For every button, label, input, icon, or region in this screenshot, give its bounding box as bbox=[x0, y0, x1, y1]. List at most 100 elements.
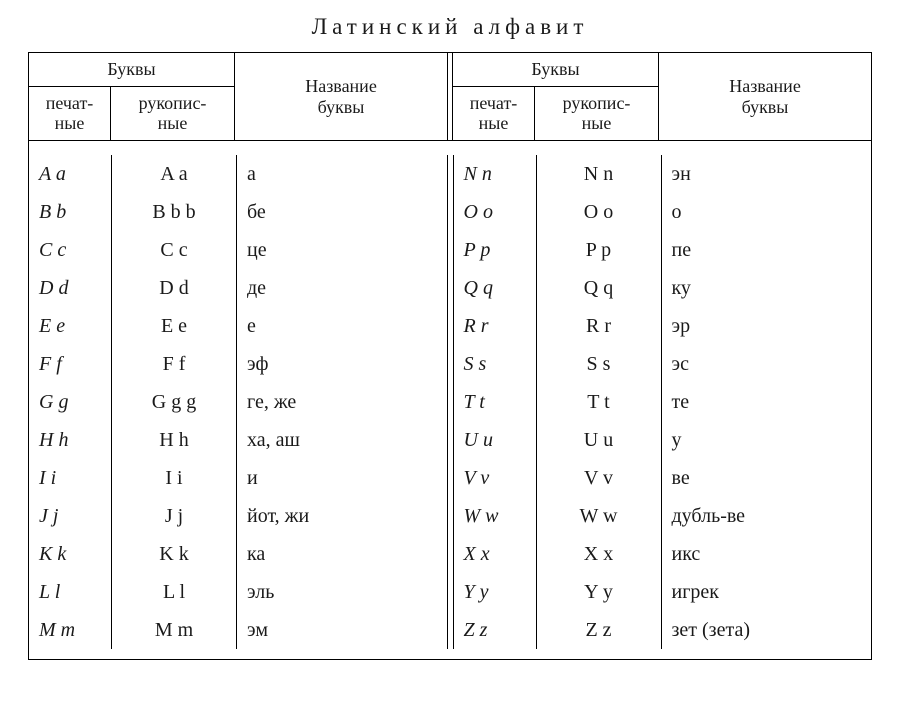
columns-wrap: A aB bC cD dE eF fG gH hI iJ jK kL lM m … bbox=[29, 155, 871, 649]
cell-script: I i bbox=[112, 459, 236, 497]
cell-script: C c bbox=[112, 231, 236, 269]
cell-name: ка bbox=[237, 535, 447, 573]
cell-print: C c bbox=[29, 231, 111, 269]
cell-name: бе bbox=[237, 193, 447, 231]
cell-print: D d bbox=[29, 269, 111, 307]
cell-script: Q q bbox=[537, 269, 661, 307]
col-script-right: N nO oP pQ qR rS sT tU uV vW wX xY yZ z bbox=[537, 155, 661, 649]
cell-print: K k bbox=[29, 535, 111, 573]
cell-print: P p bbox=[454, 231, 536, 269]
cell-print: J j bbox=[29, 497, 111, 535]
cell-print: T t bbox=[454, 383, 536, 421]
cell-script: T t bbox=[537, 383, 661, 421]
cell-script: S s bbox=[537, 345, 661, 383]
cell-name: де bbox=[237, 269, 447, 307]
cell-script: B b b bbox=[112, 193, 236, 231]
cell-name: е bbox=[237, 307, 447, 345]
cell-script: A a bbox=[112, 155, 236, 193]
cell-script: O o bbox=[537, 193, 661, 231]
cell-print: E e bbox=[29, 307, 111, 345]
cell-print: F f bbox=[29, 345, 111, 383]
cell-script: E e bbox=[112, 307, 236, 345]
cell-script: J j bbox=[112, 497, 236, 535]
cell-name: те bbox=[662, 383, 872, 421]
cell-print: I i bbox=[29, 459, 111, 497]
cell-print: G g bbox=[29, 383, 111, 421]
cell-script: Y y bbox=[537, 573, 661, 611]
header-handwritten-right: рукопис- ные bbox=[535, 86, 659, 140]
cell-name: икс bbox=[662, 535, 872, 573]
col-print-left: A aB bC cD dE eF fG gH hI iJ jK kL lM m bbox=[29, 155, 111, 649]
cell-name: о bbox=[662, 193, 872, 231]
cell-script: M m bbox=[112, 611, 236, 649]
cell-print: X x bbox=[454, 535, 536, 573]
cell-print: N n bbox=[454, 155, 536, 193]
cell-name: эн bbox=[662, 155, 872, 193]
cell-name: пе bbox=[662, 231, 872, 269]
cell-name: це bbox=[237, 231, 447, 269]
page: Латинский алфавит Буквы Название буквы Б… bbox=[0, 0, 900, 680]
header-letters-right: Буквы bbox=[453, 53, 659, 87]
cell-script: Z z bbox=[537, 611, 661, 649]
cell-print: O o bbox=[454, 193, 536, 231]
cell-name: а bbox=[237, 155, 447, 193]
cell-print: U u bbox=[454, 421, 536, 459]
cell-name: и bbox=[237, 459, 447, 497]
cell-script: H h bbox=[112, 421, 236, 459]
cell-print: V v bbox=[454, 459, 536, 497]
cell-script: U u bbox=[537, 421, 661, 459]
cell-script: N n bbox=[537, 155, 661, 193]
header-name-right: Название буквы bbox=[659, 53, 872, 141]
cell-name: игрек bbox=[662, 573, 872, 611]
center-divider bbox=[447, 155, 454, 649]
cell-script: P p bbox=[537, 231, 661, 269]
cell-name: ха, аш bbox=[237, 421, 447, 459]
cell-name: эм bbox=[237, 611, 447, 649]
cell-script: X x bbox=[537, 535, 661, 573]
body-row: A aB bC cD dE eF fG gH hI iJ jK kL lM m … bbox=[29, 141, 872, 660]
cell-name: ку bbox=[662, 269, 872, 307]
cell-name: эль bbox=[237, 573, 447, 611]
cell-name: зет (зета) bbox=[662, 611, 872, 649]
cell-script: V v bbox=[537, 459, 661, 497]
cell-name: ге, же bbox=[237, 383, 447, 421]
cell-name: йот, жи bbox=[237, 497, 447, 535]
header-row-1: Буквы Название буквы Буквы Название букв… bbox=[29, 53, 872, 87]
right-half: N nO oP pQ qR rS sT tU uV vW wX xY yZ z … bbox=[454, 155, 872, 649]
cell-name: эф bbox=[237, 345, 447, 383]
cell-print: Q q bbox=[454, 269, 536, 307]
cell-print: R r bbox=[454, 307, 536, 345]
cell-print: W w bbox=[454, 497, 536, 535]
alphabet-table: Буквы Название буквы Буквы Название букв… bbox=[28, 52, 872, 660]
cell-name: эр bbox=[662, 307, 872, 345]
cell-print: Z z bbox=[454, 611, 536, 649]
cell-print: Y y bbox=[454, 573, 536, 611]
cell-name: у bbox=[662, 421, 872, 459]
cell-print: B b bbox=[29, 193, 111, 231]
cell-print: L l bbox=[29, 573, 111, 611]
cell-print: H h bbox=[29, 421, 111, 459]
cell-script: W w bbox=[537, 497, 661, 535]
col-name-right: энопекуэрэстеуведубль-веиксигрекзет (зет… bbox=[662, 155, 872, 649]
cell-script: G g g bbox=[112, 383, 236, 421]
left-half: A aB bC cD dE eF fG gH hI iJ jK kL lM m … bbox=[29, 155, 447, 649]
cell-script: R r bbox=[537, 307, 661, 345]
header-name-left: Название буквы bbox=[235, 53, 448, 141]
cell-print: A a bbox=[29, 155, 111, 193]
col-name-left: абецедееэфге, жеха, ашийот, жикаэльэм bbox=[237, 155, 447, 649]
col-print-right: N nO oP pQ qR rS sT tU uV vW wX xY yZ z bbox=[454, 155, 536, 649]
cell-script: F f bbox=[112, 345, 236, 383]
page-title: Латинский алфавит bbox=[28, 14, 872, 40]
header-printed-right: печат- ные bbox=[453, 86, 535, 140]
header-printed-left: печат- ные bbox=[29, 86, 111, 140]
cell-script: K k bbox=[112, 535, 236, 573]
cell-print: S s bbox=[454, 345, 536, 383]
col-script-left: A aB b bC cD dE eF fG g gH hI iJ jK kL l… bbox=[112, 155, 236, 649]
cell-name: ве bbox=[662, 459, 872, 497]
header-letters-left: Буквы bbox=[29, 53, 235, 87]
cell-name: эс bbox=[662, 345, 872, 383]
header-handwritten-left: рукопис- ные bbox=[111, 86, 235, 140]
cell-name: дубль-ве bbox=[662, 497, 872, 535]
body-cell: A aB bC cD dE eF fG gH hI iJ jK kL lM m … bbox=[29, 141, 872, 660]
cell-script: D d bbox=[112, 269, 236, 307]
